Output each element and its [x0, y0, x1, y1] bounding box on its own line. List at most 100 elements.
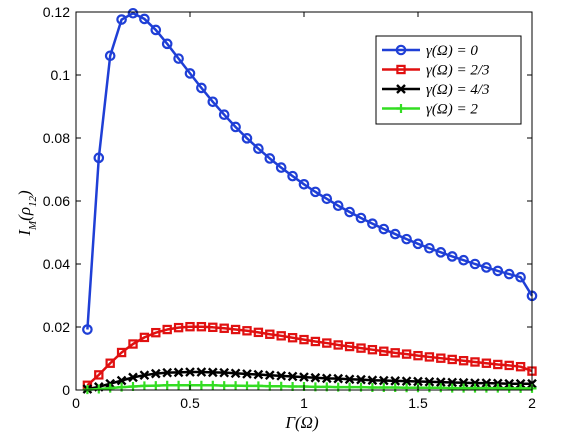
data-point [185, 367, 195, 377]
x-axis-label: Γ(Ω) [284, 413, 319, 432]
data-point [151, 381, 161, 391]
data-point [185, 321, 195, 332]
data-point [344, 206, 355, 218]
legend-label: γ(Ω) = 2/3 [426, 63, 490, 79]
series-3 [82, 367, 537, 394]
data-point [230, 324, 241, 335]
data-point [504, 383, 514, 393]
data-point [515, 361, 526, 372]
data-point [287, 371, 298, 382]
legend-entry-4: γ(Ω) = 2 [382, 102, 478, 118]
y-tick-label: 0.02 [43, 319, 70, 335]
data-point [116, 14, 127, 25]
legend-entry-1: γ(Ω) = 0 [382, 43, 478, 59]
data-point [504, 360, 514, 371]
data-point [242, 381, 252, 391]
data-point [139, 332, 150, 343]
legend-marker [396, 84, 406, 94]
data-point [435, 377, 446, 387]
data-point [104, 50, 116, 62]
data-point [128, 372, 138, 383]
legend-entry-3: γ(Ω) = 4/3 [382, 82, 490, 98]
data-point [208, 380, 218, 390]
y-tick-label: 0.04 [43, 256, 70, 272]
data-point [458, 356, 469, 366]
data-point [402, 383, 412, 393]
data-point [174, 380, 184, 390]
data-point [424, 352, 435, 362]
data-point [447, 377, 458, 388]
data-point [446, 251, 458, 262]
data-point [493, 383, 503, 393]
data-point [94, 384, 104, 394]
data-point [492, 265, 504, 277]
data-point [196, 367, 207, 377]
legend-label: γ(Ω) = 4/3 [426, 82, 490, 98]
data-point [321, 193, 333, 205]
y-tick-label: 0 [62, 382, 70, 398]
data-point [208, 322, 218, 333]
series-1 [82, 7, 538, 335]
data-point [230, 368, 241, 379]
data-point [184, 68, 196, 79]
data-point [356, 343, 366, 353]
data-point [276, 370, 287, 381]
data-point [367, 344, 378, 355]
data-point [162, 324, 172, 335]
data-point [276, 331, 286, 341]
data-point [275, 162, 287, 173]
data-point [367, 218, 378, 229]
data-point [173, 53, 184, 64]
data-point [435, 247, 447, 258]
data-point [173, 322, 184, 333]
x-tick-label: 0 [72, 395, 80, 411]
series-2 [82, 321, 537, 390]
y-axis-label-arg: (ρ [15, 207, 34, 221]
data-point [231, 381, 241, 391]
y-axis-label-close: ) [15, 190, 34, 197]
data-point [310, 372, 321, 383]
data-point [298, 179, 310, 190]
data-point [276, 381, 286, 391]
data-point [127, 7, 139, 19]
data-point [481, 358, 492, 368]
data-point [310, 186, 321, 198]
data-point [196, 380, 206, 390]
data-point [242, 369, 252, 379]
data-point [367, 375, 378, 386]
x-tick-label: 2 [528, 395, 536, 411]
data-point [379, 346, 389, 356]
data-point [447, 383, 457, 393]
data-point [116, 375, 127, 386]
data-point [401, 233, 412, 245]
x-tick-label: 0.5 [180, 395, 200, 411]
data-point [253, 327, 264, 338]
data-point [390, 348, 400, 358]
data-point [93, 152, 105, 164]
legend-marker [396, 64, 406, 75]
data-point [413, 350, 423, 361]
data-point [196, 321, 207, 332]
data-point [424, 383, 434, 393]
data-point [253, 381, 263, 391]
data-point [401, 376, 412, 387]
data-point [299, 372, 309, 382]
data-point [218, 109, 230, 120]
data-point [515, 378, 526, 389]
y-axis-label: IM(ρ12) [15, 190, 39, 237]
data-point [424, 376, 435, 387]
data-point [116, 347, 127, 358]
x-tick-label: 1.5 [408, 395, 428, 411]
data-point [162, 367, 173, 378]
data-point [470, 357, 480, 367]
data-point [151, 327, 161, 338]
data-point [310, 336, 321, 347]
data-point [299, 334, 309, 345]
legend: γ(Ω) = 0 γ(Ω) = 2/3 γ(Ω) = 4/3 γ(Ω) = 2 [375, 35, 522, 125]
data-point [355, 212, 367, 224]
legend-marker [395, 44, 407, 56]
data-point [492, 378, 503, 389]
data-point [139, 13, 150, 25]
x-tick-label: 1 [300, 395, 308, 411]
data-point [162, 380, 172, 390]
